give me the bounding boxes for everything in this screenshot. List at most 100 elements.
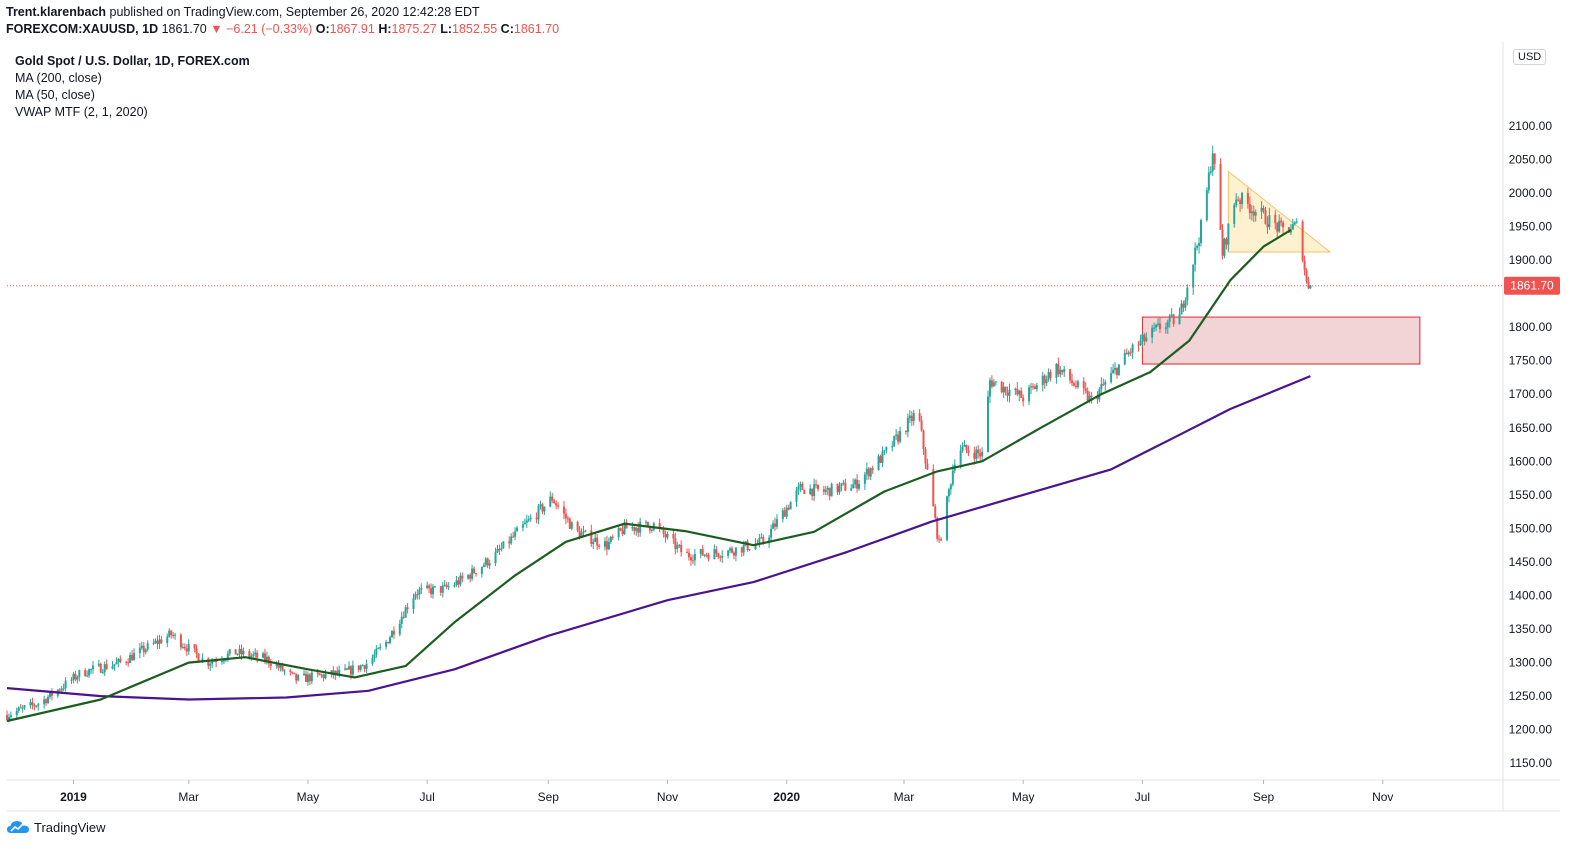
triangle-pattern[interactable] — [1227, 170, 1332, 253]
candle — [125, 660, 128, 666]
candle-body — [895, 434, 898, 436]
legend-ma200[interactable]: MA (200, close) — [15, 71, 102, 85]
candle-body — [1033, 386, 1036, 390]
candle — [43, 695, 46, 709]
candle — [215, 656, 218, 668]
candle-body — [1303, 260, 1306, 271]
candle — [33, 703, 36, 711]
candle-body — [869, 468, 872, 477]
candle — [609, 535, 612, 544]
candle-body — [138, 647, 141, 654]
candle — [830, 482, 833, 497]
candle — [283, 669, 286, 676]
candle-body — [770, 528, 773, 538]
candle-body — [965, 444, 968, 451]
y-tick-label: 1350.00 — [1509, 622, 1553, 636]
candle — [975, 446, 978, 463]
candle — [414, 591, 417, 601]
candle-body — [1295, 221, 1298, 223]
candle — [351, 660, 354, 676]
candle-body — [760, 537, 763, 539]
legend-vwap[interactable]: VWAP MTF (2, 1, 2020) — [15, 105, 148, 119]
candle-body — [375, 648, 378, 655]
ma200-line[interactable] — [6, 375, 1311, 701]
candle — [127, 658, 130, 667]
candle-body — [295, 673, 298, 681]
candle — [734, 547, 737, 562]
candle-body — [1293, 222, 1296, 225]
candle-body — [729, 548, 732, 551]
candle-body — [635, 527, 638, 531]
candle — [891, 441, 894, 452]
candle-body — [596, 537, 599, 546]
candle-body — [1004, 386, 1007, 393]
candle-body — [1301, 221, 1304, 261]
candle — [605, 535, 608, 556]
candle-body — [1031, 386, 1034, 388]
candle — [1047, 368, 1050, 382]
candle-body — [662, 528, 665, 534]
candle — [1082, 377, 1085, 395]
candle — [1198, 237, 1201, 254]
candle — [1043, 374, 1046, 389]
candle — [293, 672, 296, 675]
candle-body — [836, 483, 839, 493]
candle-body — [529, 517, 532, 520]
candle-body — [445, 584, 448, 588]
candle-body — [1192, 264, 1195, 288]
candle-body — [484, 558, 487, 566]
author-name[interactable]: Trent.klarenbach — [6, 5, 107, 19]
candle-body — [1252, 211, 1255, 216]
candle-body — [193, 644, 196, 649]
support-zone[interactable] — [1141, 316, 1421, 365]
candle-body — [1166, 321, 1169, 328]
candle-body — [226, 653, 229, 660]
candle — [1178, 307, 1181, 325]
candle-body — [398, 623, 401, 635]
candle — [963, 440, 966, 447]
candle — [406, 603, 409, 614]
candle-body — [1276, 223, 1279, 232]
candle — [877, 453, 880, 471]
candle — [783, 506, 786, 517]
candle-body — [1172, 314, 1175, 325]
candle — [1246, 187, 1249, 209]
currency-badge[interactable]: USD — [1513, 49, 1547, 65]
candle-body — [351, 665, 354, 675]
low-value: 1852.55 — [452, 22, 498, 36]
candle — [650, 528, 653, 533]
candle-body — [842, 482, 845, 484]
candle-body — [377, 648, 380, 650]
candle — [842, 479, 845, 486]
candle — [90, 668, 93, 675]
candle-body — [281, 664, 284, 671]
candle — [76, 675, 79, 684]
candle-body — [308, 674, 311, 682]
candle — [1252, 205, 1255, 223]
candle — [603, 537, 606, 551]
candle — [50, 688, 53, 701]
candle-body — [813, 484, 816, 497]
candle-body — [1112, 369, 1115, 374]
candle — [1213, 153, 1216, 170]
candle — [115, 657, 118, 665]
candle — [1145, 332, 1148, 342]
candle — [482, 562, 485, 568]
candle-body — [269, 663, 272, 667]
candle-body — [789, 501, 792, 510]
candle-body — [74, 673, 77, 680]
candle — [6, 710, 8, 722]
candle-body — [781, 510, 784, 520]
candle-body — [543, 506, 546, 512]
legend-ma50[interactable]: MA (50, close) — [15, 88, 95, 102]
candle — [432, 583, 435, 599]
ma50-line[interactable] — [6, 228, 1292, 723]
candle-body — [1074, 385, 1077, 387]
candle — [828, 487, 831, 501]
candle — [357, 665, 360, 673]
candle — [865, 462, 868, 481]
candle-body — [826, 487, 829, 490]
candle-body — [279, 664, 282, 668]
footer-brand[interactable]: TradingView — [6, 819, 106, 835]
